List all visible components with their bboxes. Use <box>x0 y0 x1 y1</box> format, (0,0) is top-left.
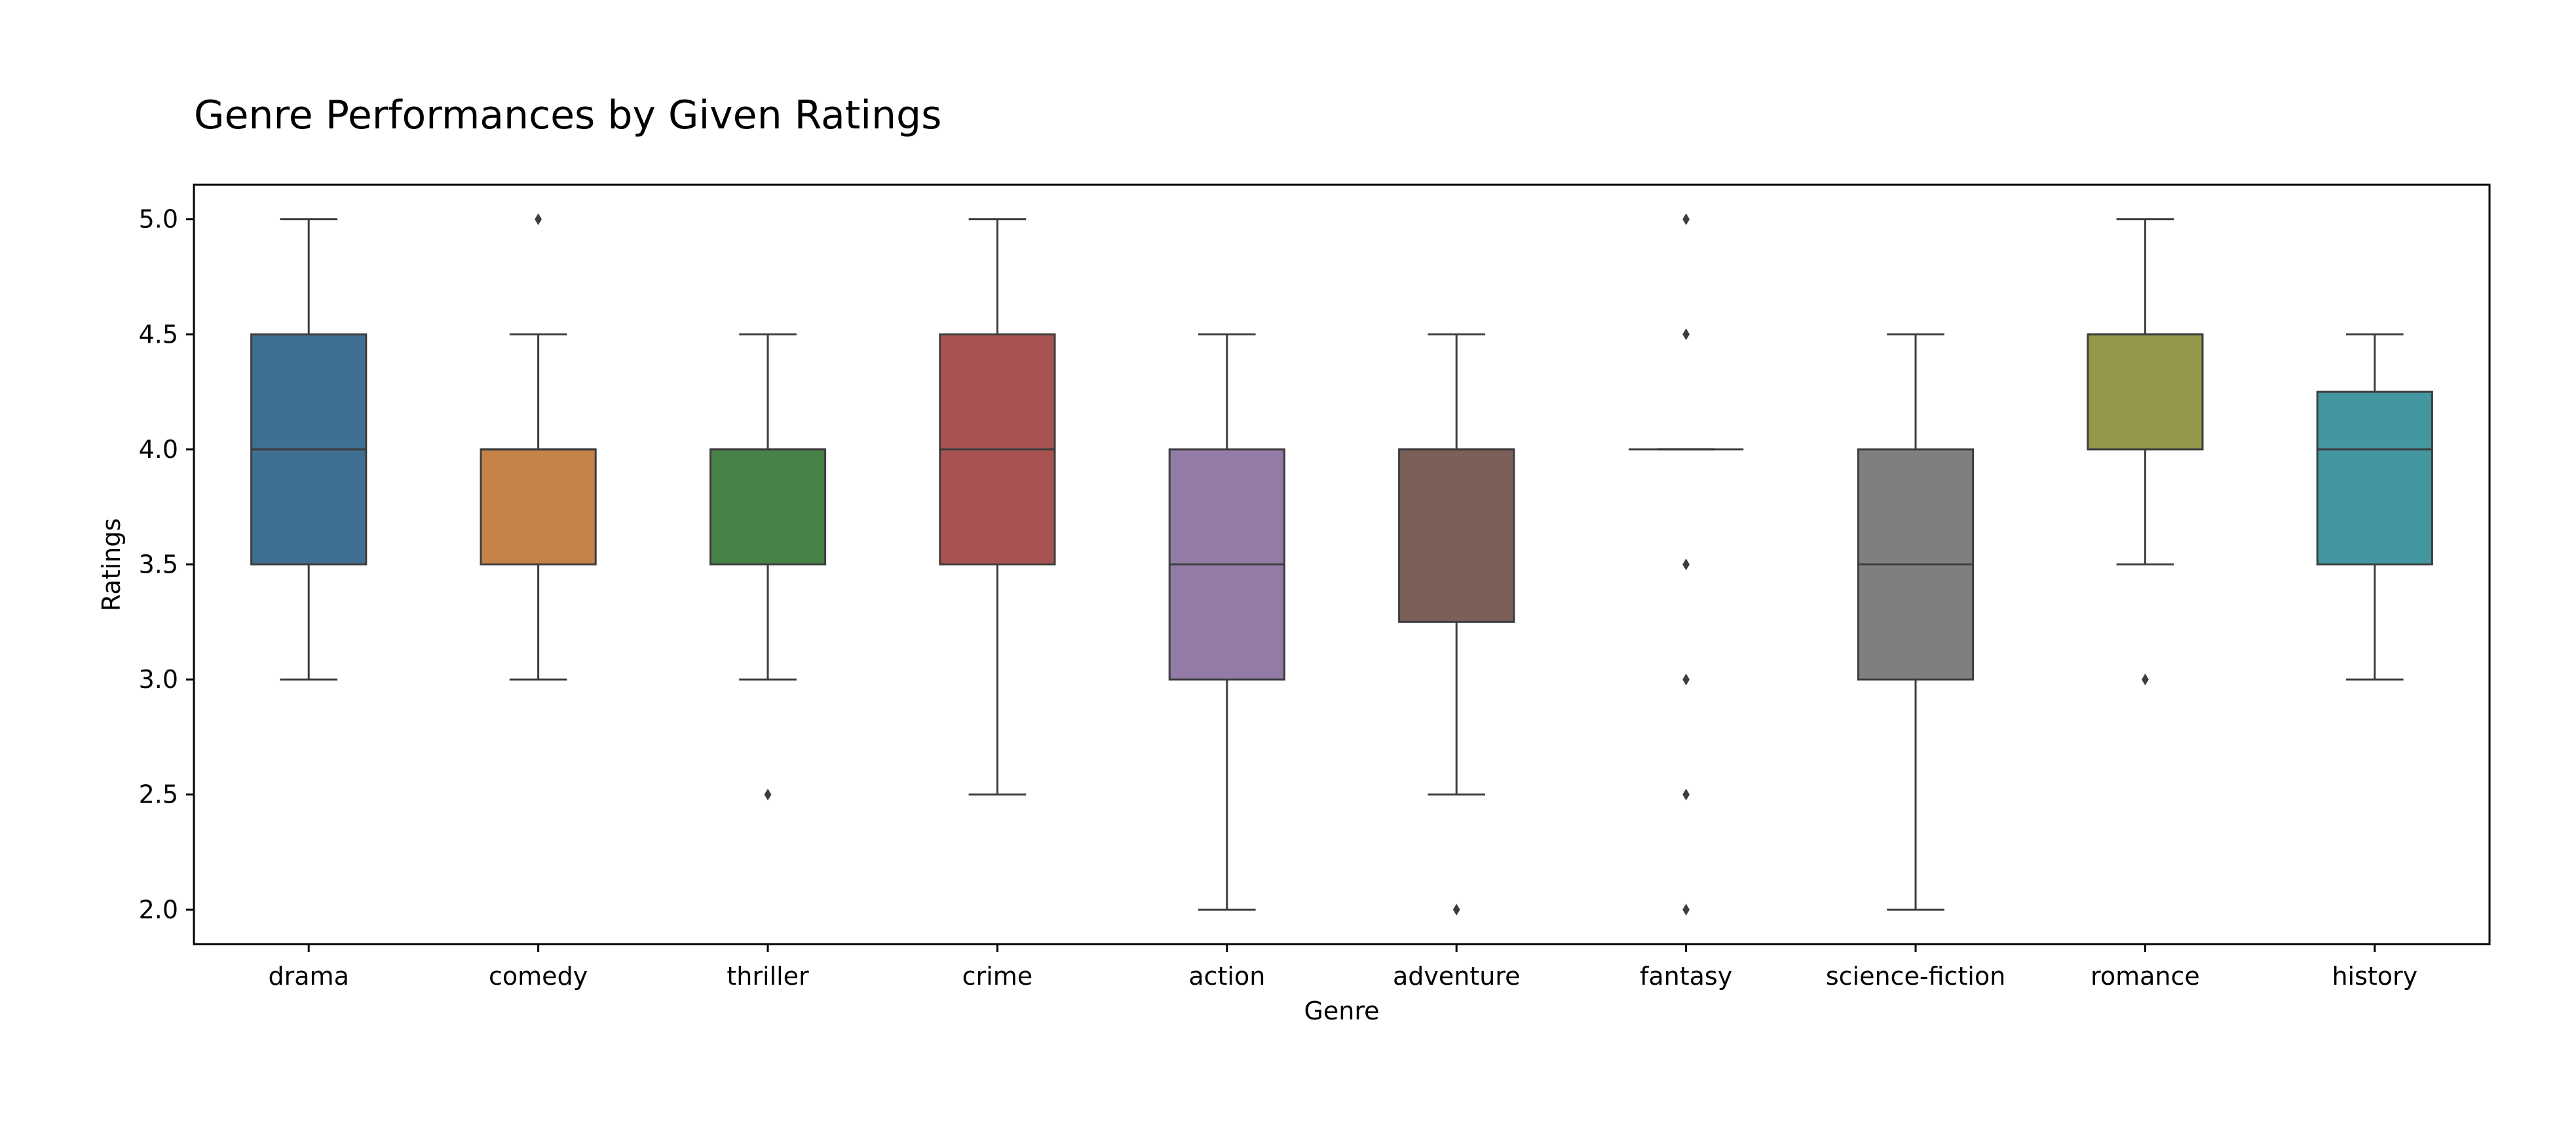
outlier-point <box>1682 213 1690 225</box>
box-iqr <box>2087 333 2204 451</box>
x-tick-label: fantasy <box>1640 962 1732 991</box>
y-tick-label: 4.5 <box>139 320 178 349</box>
box-iqr <box>2316 390 2433 565</box>
x-axis-label: Genre <box>1304 997 1379 1025</box>
y-tick-label: 4.0 <box>139 435 178 464</box>
x-axis: drama comedy thriller crime action adventure f… <box>269 944 2417 991</box>
box-group-history <box>2316 333 2433 681</box>
box-group-fantasy <box>1629 213 1744 916</box>
y-tick-label: 3.0 <box>139 665 178 694</box>
box-group-drama <box>250 218 368 681</box>
x-tick-label: thriller <box>727 962 809 991</box>
y-tick-label: 2.0 <box>139 895 178 924</box>
outlier-point <box>1682 903 1690 916</box>
outlier-point <box>2142 674 2149 686</box>
box-group-crime <box>939 218 1056 796</box>
outlier-point <box>1452 903 1460 916</box>
x-tick-label: comedy <box>489 962 588 991</box>
box-group-comedy <box>480 213 597 681</box>
x-tick-label: action <box>1188 962 1265 991</box>
outlier-point <box>1682 558 1690 571</box>
chart-title: Genre Performances by Given Ratings <box>194 92 941 138</box>
x-tick-label: science-fiction <box>1826 962 2005 991</box>
box-group-thriller <box>709 333 827 801</box>
box-group-romance <box>2087 218 2204 686</box>
y-tick-label: 2.5 <box>139 780 178 809</box>
x-tick-label: drama <box>269 962 349 991</box>
box-iqr <box>480 448 597 565</box>
y-axis-label: Ratings <box>97 518 126 611</box>
outlier-point <box>535 213 542 225</box>
outlier-point <box>1682 788 1690 801</box>
y-axis: 2.0 2.5 3.0 3.5 4.0 4.5 5.0 <box>139 205 194 924</box>
x-tick-label: history <box>2332 962 2417 991</box>
box-iqr <box>709 448 827 565</box>
x-tick-label: adventure <box>1393 962 1521 991</box>
outlier-point <box>1682 674 1690 686</box>
box-group-adventure <box>1398 333 1515 916</box>
y-tick-label: 3.5 <box>139 550 178 579</box>
box-group-action <box>1168 333 1285 911</box>
outlier-point <box>764 788 772 801</box>
box-iqr <box>1398 448 1515 623</box>
outlier-point <box>1682 328 1690 341</box>
plot-area <box>250 213 2433 916</box>
y-tick-label: 5.0 <box>139 205 178 234</box>
box-group-science-fiction <box>1857 333 1975 911</box>
x-tick-label: romance <box>2091 962 2200 991</box>
x-tick-label: crime <box>962 962 1032 991</box>
